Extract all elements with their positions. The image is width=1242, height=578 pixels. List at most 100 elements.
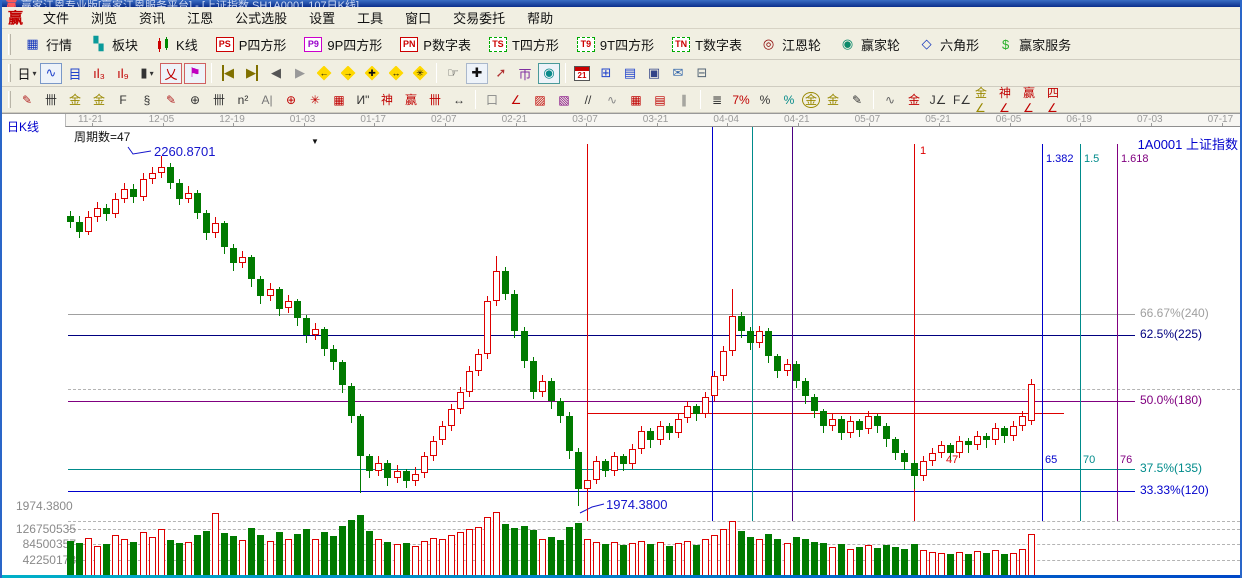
- title-bar[interactable]: 赢赢家江恩专业版[赢家江恩服务平台] - [上证指数 SH1A0001 107日…: [2, 0, 1240, 7]
- pencil-ruler-tool[interactable]: ✎: [165, 92, 177, 107]
- wave-line-tool[interactable]: ∿: [884, 92, 896, 107]
- gann-fan-tool[interactable]: ∠: [510, 92, 522, 107]
- zigzag-line-tool[interactable]: ∿: [606, 92, 618, 107]
- volume-axis-label: 126750535: [15, 522, 76, 536]
- info-panel-button[interactable]: 目: [64, 63, 86, 84]
- zigzag-tool-button[interactable]: 乂: [160, 62, 182, 84]
- compress-all-button[interactable]: ✳: [409, 63, 431, 84]
- vertical-pencil-tool[interactable]: ✎: [851, 92, 863, 107]
- gann-wheel-button[interactable]: ◎ 江恩轮: [751, 31, 830, 58]
- t-number-table-button[interactable]: TN T数字表: [663, 31, 751, 58]
- f-ruler-tool[interactable]: F: [119, 92, 127, 107]
- span-tool[interactable]: ↔: [453, 92, 465, 107]
- hexagon-button[interactable]: ◇ 六角形: [909, 31, 988, 58]
- shen-tool[interactable]: 神: [380, 93, 393, 107]
- gold-line-tool[interactable]: 金: [826, 93, 839, 107]
- toolbar-grip[interactable]: [8, 90, 11, 109]
- last-page-button[interactable]: ▶: [241, 63, 263, 84]
- box-tool[interactable]: 口: [485, 93, 498, 107]
- calculator-button[interactable]: ⊞: [595, 63, 617, 84]
- flag-chart-button[interactable]: ⚑: [184, 62, 206, 84]
- trend-wave-button[interactable]: ∿: [40, 62, 62, 84]
- comb-ruler2-tool[interactable]: 卌: [212, 93, 225, 107]
- n-square-tool[interactable]: n²: [237, 92, 249, 107]
- next-page-button[interactable]: ▶: [289, 63, 311, 84]
- kline-chart-plot[interactable]: 周期数=47 2260.8701 ▼ 1974.3800 1974.3800 1…: [2, 114, 1240, 578]
- gold-circle-tool[interactable]: 金: [802, 91, 820, 108]
- percent-level-tool[interactable]: %: [783, 92, 795, 107]
- j-angle-tool[interactable]: J∠: [929, 92, 947, 107]
- 9p-square-button[interactable]: P9 9P四方形: [295, 31, 391, 58]
- menu-item-6[interactable]: 工具: [357, 11, 384, 26]
- circle-ruler-tool[interactable]: ⊕: [189, 92, 201, 107]
- compress-button[interactable]: ↔: [385, 63, 407, 84]
- wave9-button[interactable]: ıl₉: [112, 63, 134, 84]
- grid-wheel-tool[interactable]: ▦: [333, 92, 345, 107]
- first-page-button[interactable]: ◀: [217, 63, 239, 84]
- 9t-square-button[interactable]: T9 9T四方形: [568, 31, 663, 58]
- grid-box-tool[interactable]: ▤: [654, 92, 666, 107]
- menu-item-8[interactable]: 交易委托: [453, 11, 506, 26]
- period-daily-button[interactable]: 日 ▾: [16, 63, 38, 84]
- menu-item-0[interactable]: 文件: [43, 11, 70, 26]
- pencil-tool[interactable]: ✎: [21, 92, 33, 107]
- mirror-angle-tool[interactable]: A|: [261, 92, 273, 107]
- sectors-button[interactable]: ▚ 板块: [81, 31, 147, 58]
- ying-tool[interactable]: 赢: [404, 93, 417, 107]
- menu-item-4[interactable]: 公式选股: [235, 11, 288, 26]
- save-button[interactable]: ▣: [643, 63, 665, 84]
- calendar-button[interactable]: 21: [571, 63, 593, 84]
- parallel-lines-tool[interactable]: ∥: [681, 92, 687, 107]
- wave3-button[interactable]: ıl₃: [88, 63, 110, 84]
- pin-angle-button[interactable]: ➚: [490, 63, 512, 84]
- notes-button[interactable]: ▤: [619, 63, 641, 84]
- gold-underline-tool[interactable]: 金: [907, 93, 920, 107]
- comb-ruler-tool[interactable]: 卌: [44, 93, 57, 107]
- expand-both-button[interactable]: ✚: [361, 63, 383, 84]
- measure-steps-tool[interactable]: ≣: [711, 92, 723, 107]
- quotes-button[interactable]: ▦ 行情: [15, 31, 81, 58]
- star-wheel-tool[interactable]: ✳: [309, 92, 321, 107]
- menu-item-1[interactable]: 浏览: [91, 11, 118, 26]
- p-number-table-button[interactable]: PN P数字表: [391, 31, 480, 58]
- send-mail-button[interactable]: ✉: [667, 63, 689, 84]
- red-grid-tool[interactable]: ▦: [630, 92, 642, 107]
- percent-tool[interactable]: %: [759, 92, 771, 107]
- ying-angle-tool[interactable]: 赢∠: [1023, 86, 1036, 115]
- four-angle-tool[interactable]: 四∠: [1047, 86, 1060, 115]
- winner-wheel-button[interactable]: ◉ 赢家轮: [830, 31, 909, 58]
- gold-angle-tool[interactable]: 金∠: [975, 86, 988, 115]
- expand-right-button[interactable]: →: [337, 63, 359, 84]
- prev-page-button[interactable]: ◀: [265, 63, 287, 84]
- gann-fan-dark-tool[interactable]: ▧: [558, 92, 570, 107]
- three-lines-tool[interactable]: //: [584, 92, 592, 107]
- fence-tool[interactable]: 卌: [428, 93, 441, 107]
- target-tool[interactable]: ⊕: [285, 92, 297, 107]
- toolbar-grip[interactable]: [8, 33, 11, 55]
- menu-item-3[interactable]: 江恩: [187, 11, 214, 26]
- brain-tool-button[interactable]: ◉: [538, 62, 560, 84]
- menu-item-5[interactable]: 设置: [309, 11, 336, 26]
- print-button[interactable]: ⊟: [691, 63, 713, 84]
- expand-left-button[interactable]: ←: [313, 63, 335, 84]
- spiral-tool[interactable]: §: [143, 92, 151, 107]
- gold-ruler-tool[interactable]: 金: [68, 93, 81, 107]
- percent-line-tool[interactable]: 7%: [732, 92, 750, 107]
- f-angle-tool[interactable]: F∠: [952, 92, 972, 107]
- menu-item-2[interactable]: 资讯: [139, 11, 166, 26]
- pan-hand-button[interactable]: ☞: [442, 63, 464, 84]
- gann-fan-box-tool[interactable]: ▨: [534, 92, 546, 107]
- single-candle-button[interactable]: ▮ ▾: [136, 63, 158, 84]
- shen-angle-tool[interactable]: 神∠: [999, 86, 1012, 115]
- t-square-button[interactable]: TS T四方形: [480, 31, 568, 58]
- crosshair-button[interactable]: ✚: [466, 62, 488, 84]
- kline-button[interactable]: K线: [147, 31, 207, 58]
- step-line-tool[interactable]: И": [356, 92, 370, 107]
- winner-service-button[interactable]: $ 赢家服务: [988, 31, 1080, 58]
- toolbar-grip[interactable]: [8, 63, 11, 83]
- menu-item-9[interactable]: 帮助: [527, 11, 554, 26]
- gold-ruler2-tool[interactable]: 金: [92, 93, 105, 107]
- purple-tool-button[interactable]: 帀: [514, 63, 536, 84]
- menu-item-7[interactable]: 窗口: [405, 11, 432, 26]
- p-square-button[interactable]: PS P四方形: [207, 31, 296, 58]
